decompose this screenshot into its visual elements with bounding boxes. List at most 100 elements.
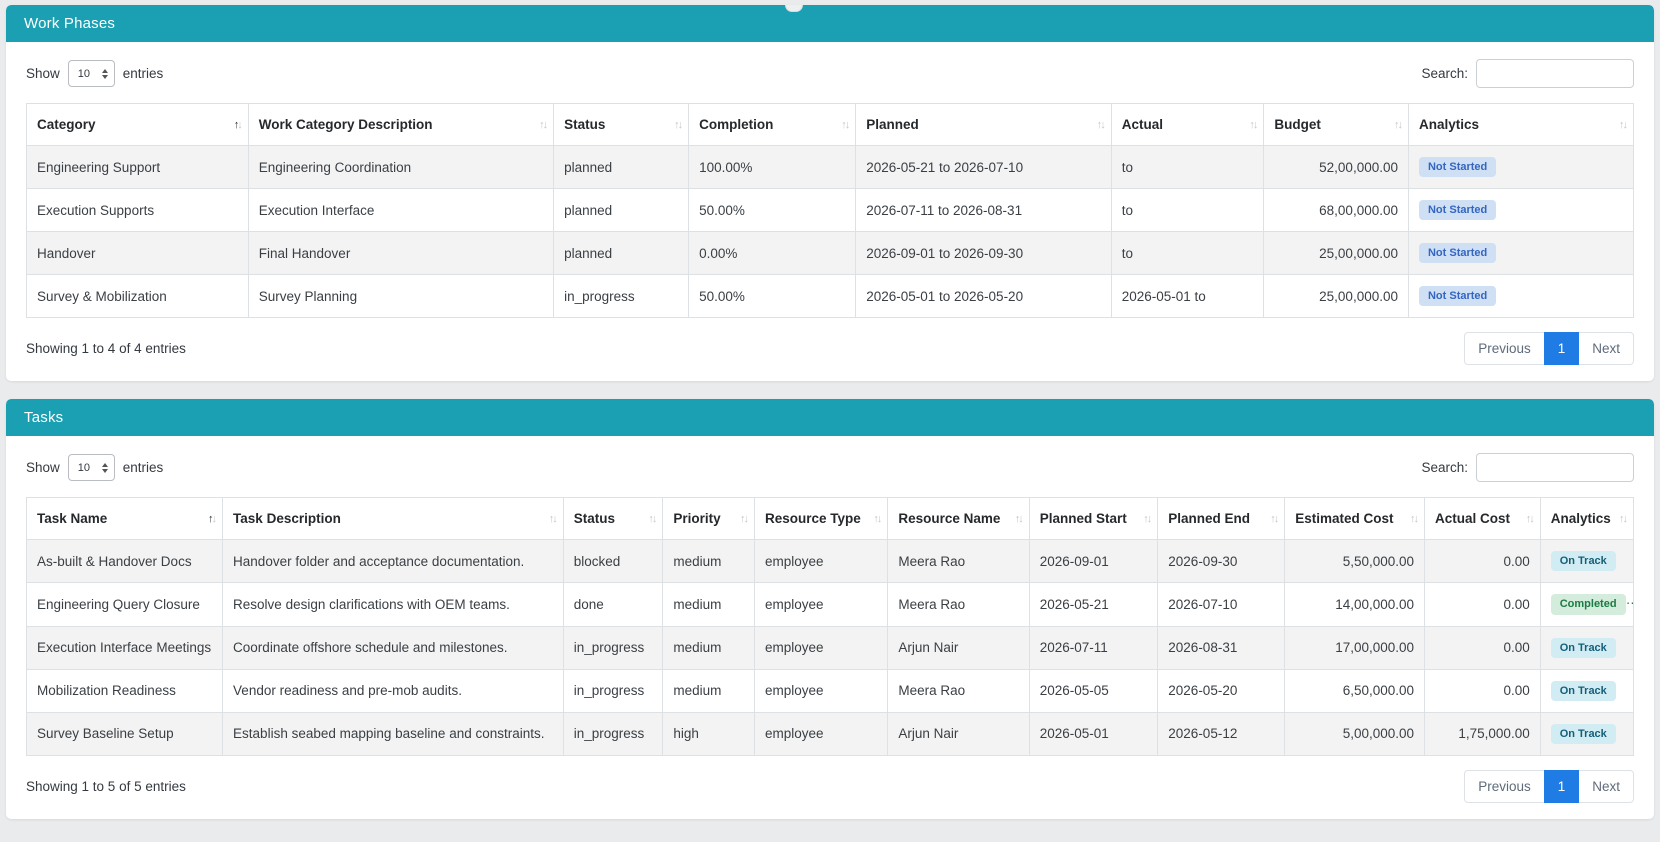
table-cell: As-built & Handover Docs bbox=[25, 539, 224, 584]
analytics-status-badge: On Track bbox=[1550, 680, 1616, 701]
work-phases-panel: Work Phases Show 10 entries Search: Cate… bbox=[6, 5, 1654, 382]
column-label: Resource Type bbox=[764, 511, 861, 527]
table-cell: Not Started bbox=[1407, 274, 1635, 319]
column-header-work-category-description[interactable]: Work Category Description ↑↓ bbox=[247, 103, 555, 146]
sort-arrows-icon: ↑↓ bbox=[539, 118, 548, 131]
column-header-planned-start[interactable]: Planned Start ↑↓ bbox=[1028, 497, 1159, 541]
page-size-select[interactable]: 10 bbox=[67, 60, 115, 87]
select-arrows-icon bbox=[101, 68, 108, 79]
table-cell: Engineering Support bbox=[26, 144, 249, 190]
column-header-planned[interactable]: Planned ↑↓ bbox=[855, 103, 1112, 146]
table-cell: Not Started bbox=[1407, 231, 1635, 276]
table-cell: 0.00 bbox=[1424, 539, 1541, 584]
table-cell: high bbox=[662, 711, 755, 756]
column-header-completion[interactable]: Completion ↑↓ bbox=[688, 103, 857, 146]
column-header-category[interactable]: Category ↑↓ bbox=[26, 103, 249, 146]
show-label: Show bbox=[26, 66, 60, 81]
table-cell: employee bbox=[753, 625, 889, 670]
analytics-status-badge: Completed bbox=[1550, 594, 1626, 615]
table-cell: Survey & Mobilization bbox=[26, 274, 249, 319]
table-cell: 2026-05-20 bbox=[1157, 668, 1286, 713]
search-label: Search: bbox=[1421, 66, 1468, 81]
table-cell: 2026-07-11 bbox=[1028, 625, 1159, 670]
table-cell: Not Started bbox=[1407, 144, 1635, 190]
table-cell: Execution Interface Meetings bbox=[25, 625, 224, 670]
table-cell: Completed bbox=[1539, 582, 1635, 627]
table-cell: On Track bbox=[1539, 539, 1635, 584]
table-cell: 25,00,000.00 bbox=[1263, 231, 1409, 276]
tasks-panel-body: Show 10 entries Search: Task Name ↑↓ Task … bbox=[6, 436, 1654, 818]
page-1-button[interactable]: 1 bbox=[1543, 332, 1580, 366]
page-1-button[interactable]: 1 bbox=[1543, 769, 1580, 803]
entries-label: entries bbox=[122, 66, 164, 81]
table-cell: Establish seabed mapping baseline and co… bbox=[222, 711, 564, 756]
table-cell: planned bbox=[553, 231, 690, 276]
table-cell: Final Handover bbox=[247, 231, 555, 276]
column-header-resource-name[interactable]: Resource Name ↑↓ bbox=[887, 497, 1030, 541]
panel-title: Work Phases bbox=[24, 15, 116, 32]
search-input[interactable] bbox=[1476, 59, 1634, 88]
table-cell: planned bbox=[553, 188, 690, 233]
tasks-table: Task Name ↑↓ Task Description ↑↓ Status ↑↓ Pri… bbox=[25, 497, 1635, 756]
table-cell: 2026-09-01 bbox=[1028, 539, 1159, 584]
table-cell: employee bbox=[753, 582, 889, 627]
page-size-select[interactable]: 10 bbox=[67, 454, 115, 482]
table-cell: 100.00% bbox=[688, 144, 857, 190]
column-header-status[interactable]: Status ↑↓ bbox=[562, 497, 664, 541]
column-header-task-description[interactable]: Task Description ↑↓ bbox=[222, 497, 564, 541]
previous-button[interactable]: Previous bbox=[1464, 769, 1545, 803]
table-cell: Handover bbox=[26, 231, 249, 276]
table-cell: 2026-05-21 to 2026-07-10 bbox=[855, 144, 1112, 190]
table-footer: Showing 1 to 4 of 4 entries Previous 1 N… bbox=[26, 332, 1634, 366]
analytics-status-badge: Not Started bbox=[1418, 200, 1497, 221]
column-label: Planned Start bbox=[1039, 511, 1127, 527]
column-header-budget[interactable]: Budget ↑↓ bbox=[1263, 103, 1409, 146]
table-cell: Meera Rao bbox=[887, 539, 1030, 584]
table-cell: Vendor readiness and pre-mob audits. bbox=[222, 668, 564, 713]
table-cell: employee bbox=[753, 668, 889, 713]
table-row: Engineering Support Engineering Coordinat… bbox=[26, 144, 1635, 190]
column-header-actual[interactable]: Actual ↑↓ bbox=[1110, 103, 1265, 146]
table-cell: 0.00 bbox=[1424, 668, 1541, 713]
table-cell: in_progress bbox=[562, 668, 664, 713]
page-length-control: Show 10 entries bbox=[26, 454, 163, 482]
table-cell: On Track bbox=[1539, 625, 1635, 670]
sort-arrows-icon: ↑↓ bbox=[1249, 118, 1258, 131]
analytics-status-badge: Not Started bbox=[1418, 286, 1497, 307]
table-controls: Show 10 entries Search: bbox=[26, 59, 1634, 88]
table-cell: medium bbox=[662, 539, 755, 584]
table-cell: On Track bbox=[1539, 668, 1635, 713]
table-controls: Show 10 entries Search: bbox=[26, 453, 1634, 483]
column-header-task-name[interactable]: Task Name ↑↓ bbox=[25, 497, 224, 541]
column-header-status[interactable]: Status ↑↓ bbox=[553, 103, 690, 146]
table-cell: 0.00 bbox=[1424, 625, 1541, 670]
column-header-analytics[interactable]: Analytics ↑↓ bbox=[1539, 497, 1635, 541]
panel-title: Tasks bbox=[24, 409, 64, 427]
previous-button[interactable]: Previous bbox=[1464, 332, 1545, 366]
sort-arrows-icon: ↑↓ bbox=[1143, 512, 1152, 525]
table-cell: Survey Planning bbox=[247, 274, 555, 319]
column-header-analytics[interactable]: Analytics ↑↓ bbox=[1407, 103, 1635, 146]
table-cell: Execution Interface bbox=[247, 188, 555, 233]
search-input[interactable] bbox=[1476, 453, 1634, 483]
next-button[interactable]: Next bbox=[1578, 769, 1634, 803]
table-cell: 2026-05-05 bbox=[1028, 668, 1159, 713]
column-header-priority[interactable]: Priority ↑↓ bbox=[662, 497, 755, 541]
column-header-planned-end[interactable]: Planned End ↑↓ bbox=[1157, 497, 1286, 541]
column-header-resource-type[interactable]: Resource Type ↑↓ bbox=[753, 497, 889, 541]
column-label: Planned End bbox=[1168, 511, 1251, 527]
table-cell: 2026-08-31 bbox=[1157, 625, 1286, 670]
table-cell: Resolve design clarifications with OEM t… bbox=[222, 582, 564, 627]
column-label: Work Category Description bbox=[258, 117, 433, 132]
table-row: Execution Supports Execution Interface pla… bbox=[26, 188, 1635, 233]
table-cell: in_progress bbox=[562, 625, 664, 670]
table-cell: done bbox=[562, 582, 664, 627]
column-header-actual-cost[interactable]: Actual Cost ↑↓ bbox=[1424, 497, 1541, 541]
next-button[interactable]: Next bbox=[1578, 332, 1634, 366]
sort-arrows-icon: ↑↓ bbox=[873, 512, 882, 525]
table-cell: On Track bbox=[1539, 711, 1635, 756]
table-cell: 14,00,000.00 bbox=[1284, 582, 1426, 627]
column-header-estimated-cost[interactable]: Estimated Cost ↑↓ bbox=[1284, 497, 1426, 541]
column-label: Analytics bbox=[1418, 117, 1480, 132]
column-label: Estimated Cost bbox=[1295, 511, 1394, 527]
